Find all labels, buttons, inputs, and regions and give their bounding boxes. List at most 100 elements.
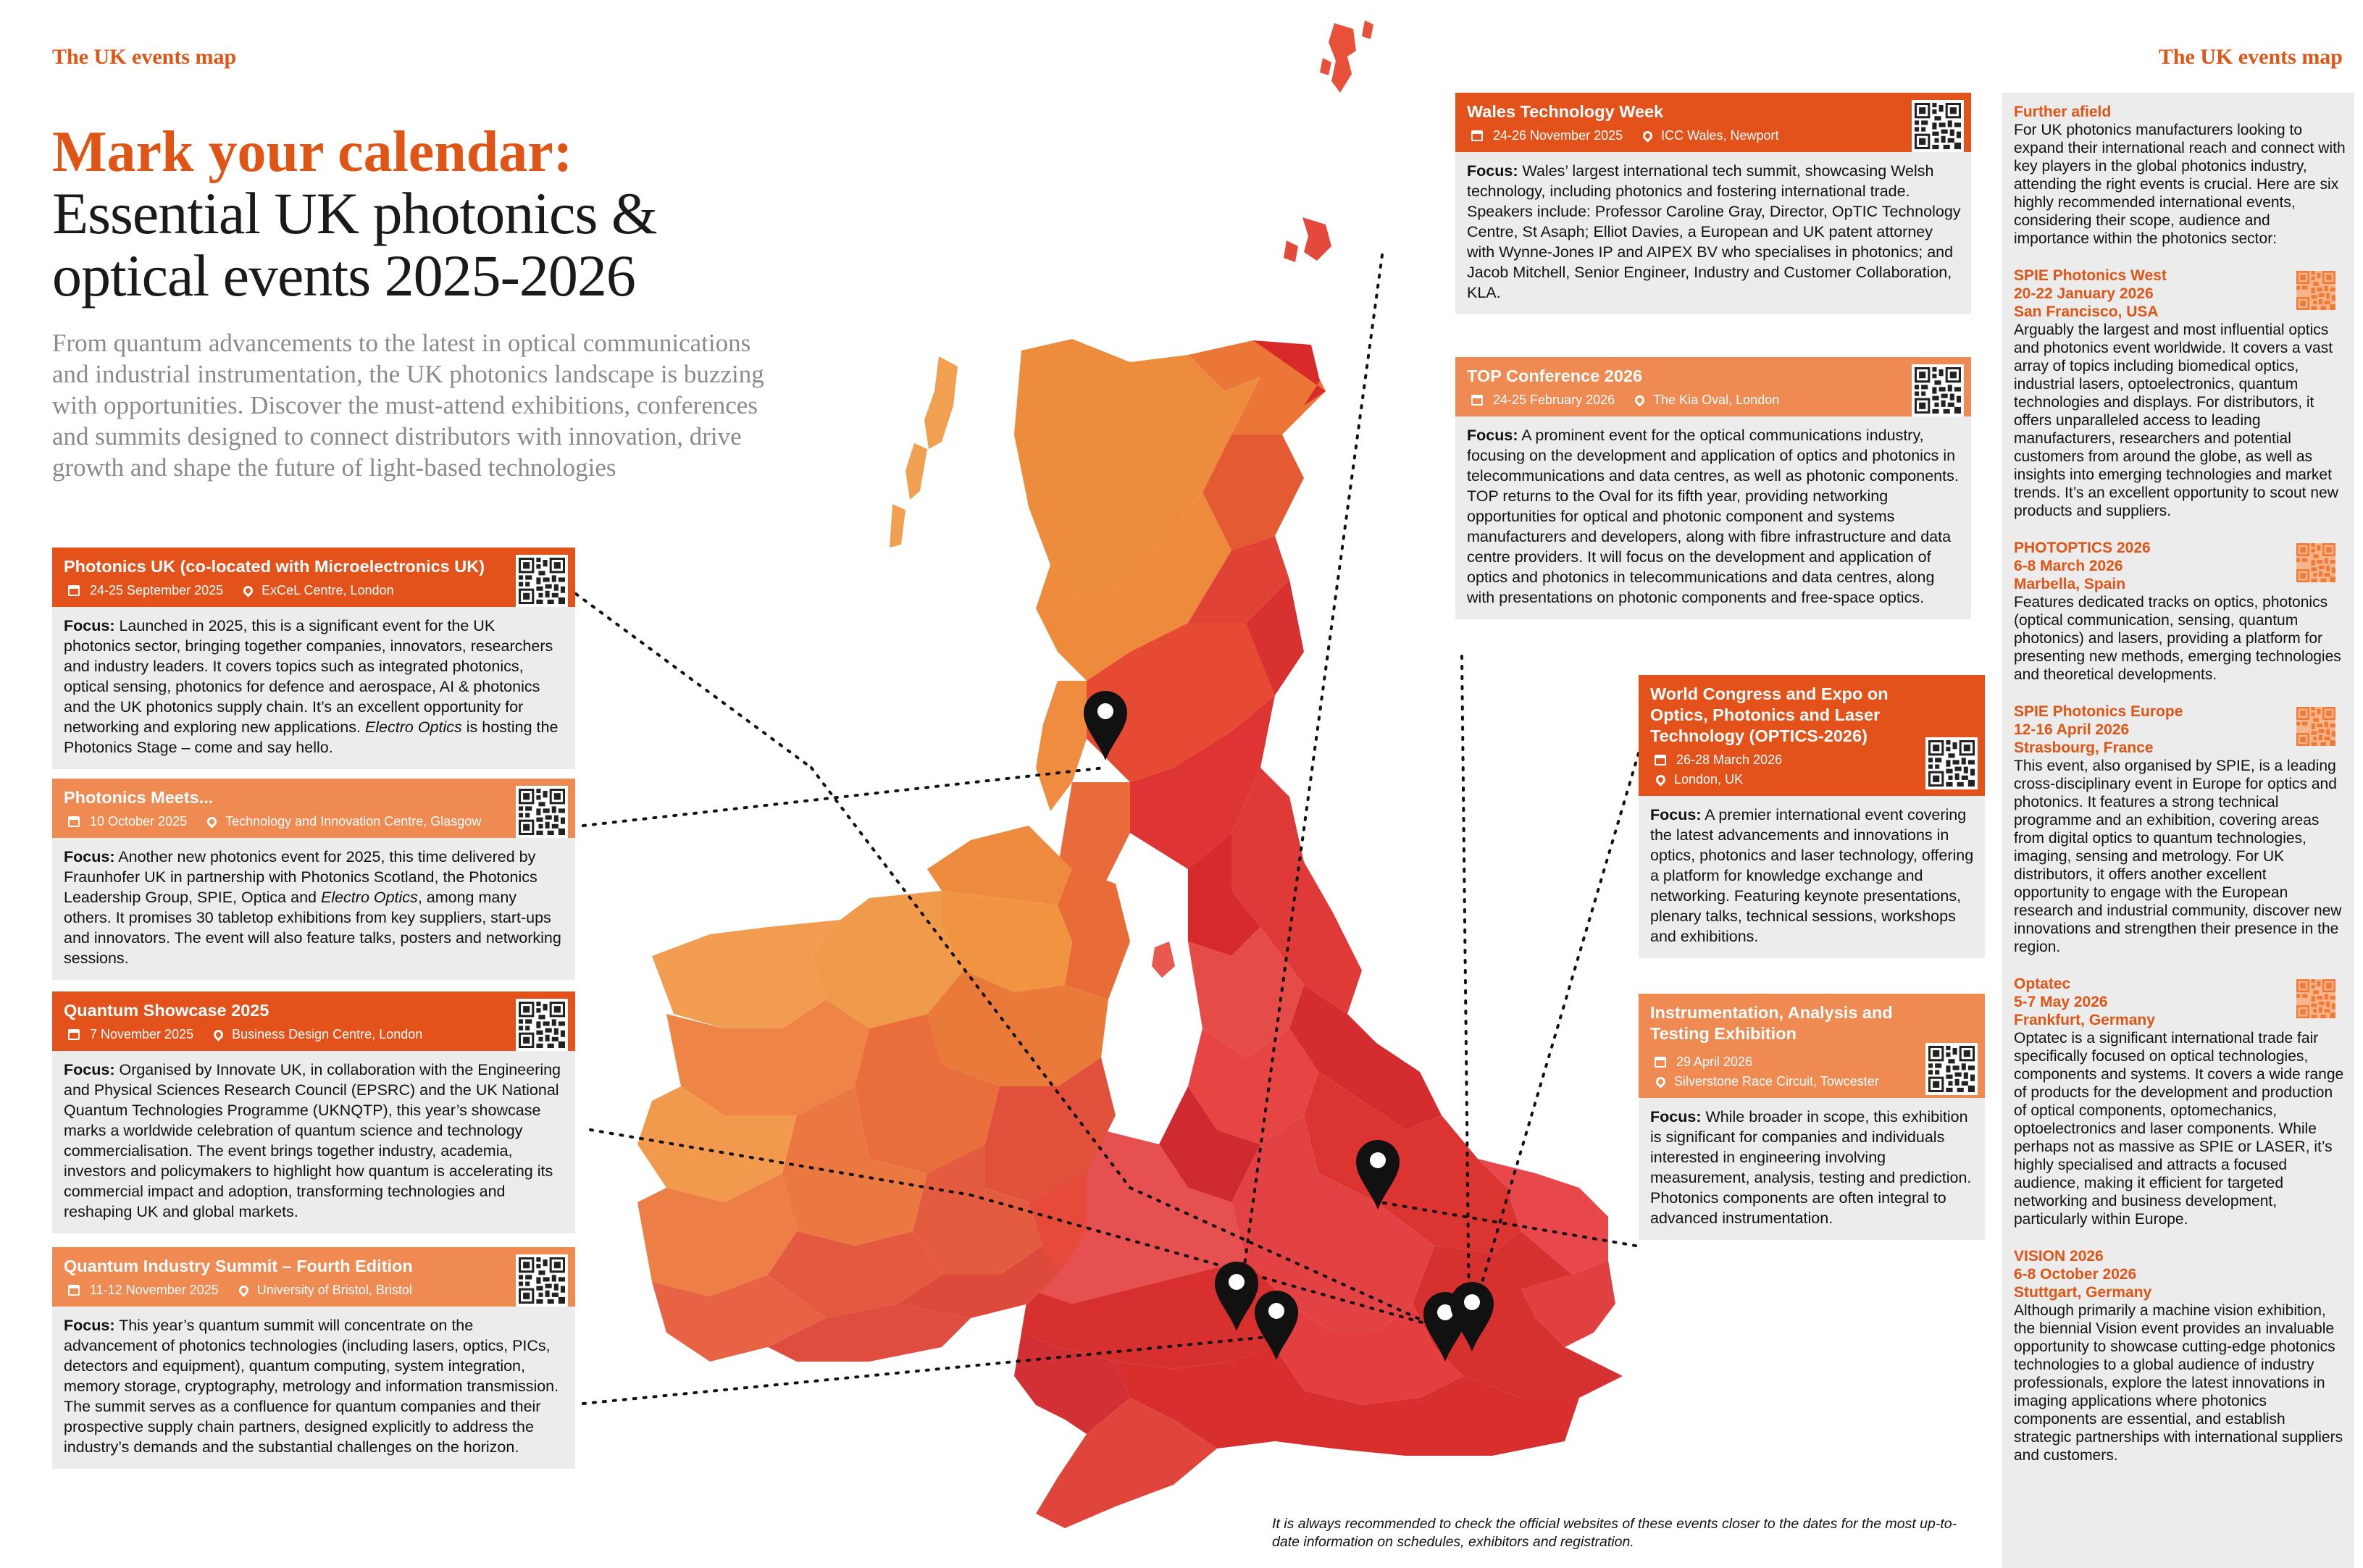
title-line-2: optical events 2025-2026 [52, 243, 636, 309]
qr-code-icon[interactable] [516, 786, 568, 838]
calendar-icon [68, 1029, 80, 1040]
qr-code-icon[interactable] [2296, 543, 2335, 582]
further-afield-intro: For UK photonics manufacturers looking t… [2014, 122, 2346, 247]
page-title: Mark your calendar: Essential UK photoni… [52, 122, 777, 307]
focus-label: Focus: [64, 1317, 115, 1334]
event-date: 7 November 2025 [90, 1027, 194, 1041]
event-card-quantum-summit: Quantum Industry Summit – Fourth Edition… [52, 1247, 575, 1469]
card-meta: 24-25 February 2026 The Kia Oval, London [1467, 393, 1890, 408]
card-title: Wales Technology Week [1467, 102, 1664, 121]
venue-row: London, UK [1650, 772, 1904, 787]
further-afield-heading: Further afield [2014, 104, 2112, 120]
calendar-icon [68, 1285, 80, 1296]
qr-code-icon[interactable] [516, 1254, 568, 1307]
event-card-photonics-uk: Photonics UK (co-located with Microelect… [52, 548, 575, 769]
pin-glasgow [1084, 691, 1127, 760]
intl-event-location: Marbella, Spain [2014, 576, 2126, 592]
pin-newport [1215, 1262, 1258, 1331]
intl-event: PHOTOPTICS 2026 6-8 March 2026 Marbella,… [2014, 539, 2346, 684]
event-venue: The Kia Oval, London [1653, 393, 1780, 407]
card-title: World Congress and Expo on Optics, Photo… [1650, 684, 1889, 745]
focus-label: Focus: [1650, 1108, 1702, 1125]
card-meta: 11-12 November 2025 University of Bristo… [64, 1283, 494, 1298]
card-meta: 26-28 March 2026 London, UK [1650, 752, 1904, 787]
running-title-left: The UK events map [52, 45, 237, 69]
event-card-top-conference: TOP Conference 2026 24-25 February 2026 … [1455, 357, 1971, 619]
calendar-icon [1471, 130, 1483, 141]
intl-event-date: 6-8 March 2026 [2014, 558, 2123, 574]
card-header: Photonics Meets... 10 October 2025 Techn… [52, 779, 575, 838]
intl-event-location: Frankfurt, Germany [2014, 1012, 2155, 1028]
event-card-instrumentation: Instrumentation, Analysis and Testing Ex… [1639, 994, 1985, 1240]
focus-text: Wales’ largest international tech summit… [1467, 162, 1961, 301]
qr-code-icon[interactable] [2296, 979, 2335, 1018]
qr-code-icon[interactable] [1912, 100, 1964, 152]
event-date: 11-12 November 2025 [90, 1283, 219, 1297]
focus-label: Focus: [64, 1061, 115, 1078]
location-pin-icon [205, 815, 219, 829]
qr-code-icon[interactable] [1925, 1043, 1978, 1095]
further-afield-panel: Further afield For UK photonics manufact… [2002, 93, 2354, 1568]
connector-lines [574, 253, 1640, 1405]
pin-bristol [1255, 1291, 1298, 1360]
event-venue: Technology and Innovation Centre, Glasgo… [225, 814, 482, 829]
intl-event-name: Optatec [2014, 976, 2071, 992]
intl-event-text: Features dedicated tracks on optics, pho… [2014, 594, 2341, 683]
calendar-icon [1655, 755, 1666, 766]
intl-event-date: 12-16 April 2026 [2014, 721, 2130, 738]
focus-text-end: is hosting the Photonics Stage – come an… [64, 718, 559, 756]
intl-event-text: Although primarily a machine vision exhi… [2014, 1302, 2343, 1464]
focus-publication: Electro Optics [320, 889, 418, 906]
event-date: 24-25 September 2025 [90, 583, 224, 598]
event-venue: Business Design Centre, London [232, 1027, 423, 1041]
intl-event-date: 6-8 October 2026 [2014, 1266, 2137, 1283]
focus-label: Focus: [1467, 427, 1518, 444]
qr-code-icon[interactable] [516, 555, 568, 607]
intl-event-text: Optatec is a significant international t… [2014, 1030, 2344, 1228]
disclaimer-note: It is always recommended to check the of… [1272, 1516, 1957, 1550]
qr-code-icon[interactable] [516, 999, 568, 1051]
event-card-wales-tech-week: Wales Technology Week 24-26 November 202… [1455, 93, 1971, 314]
intl-event-location: Strasbourg, France [2014, 739, 2154, 756]
ireland [637, 826, 1130, 1362]
title-accent: Mark your calendar: [52, 120, 573, 184]
focus-text: This year’s quantum summit will concentr… [64, 1317, 559, 1456]
card-body: Focus: A premier international event cov… [1639, 796, 1985, 958]
focus-text: A prominent event for the optical commun… [1467, 427, 1959, 606]
intl-event-location: San Francisco, USA [2014, 303, 2159, 320]
calendar-icon [1471, 395, 1483, 406]
qr-code-icon[interactable] [2296, 271, 2335, 310]
location-pin-icon [1633, 393, 1647, 407]
location-pin-icon [241, 584, 255, 598]
card-title: Photonics Meets... [64, 788, 214, 807]
location-pin-icon [237, 1283, 251, 1297]
intro-paragraph: From quantum advancements to the latest … [52, 329, 764, 482]
card-title: TOP Conference 2026 [1467, 366, 1643, 385]
focus-text: Launched in 2025, this is a significant … [64, 617, 553, 736]
qr-code-icon[interactable] [1925, 737, 1978, 789]
focus-text-end: , among many others. It promises 30 tabl… [64, 889, 561, 967]
intl-event: Optatec 5-7 May 2026 Frankfurt, Germany … [2014, 975, 2346, 1228]
event-date: 29 April 2026 [1676, 1055, 1753, 1069]
intl-event-text: Arguably the largest and most influentia… [2014, 322, 2338, 519]
hebrides [890, 356, 958, 548]
focus-label: Focus: [64, 617, 115, 634]
card-body: Focus: A prominent event for the optical… [1455, 416, 1971, 619]
intl-event-text: This event, also organised by SPIE, is a… [2014, 758, 2342, 955]
intl-event-name: VISION 2026 [2014, 1248, 2104, 1265]
event-card-quantum-showcase: Quantum Showcase 2025 7 November 2025 Bu… [52, 991, 575, 1233]
intl-event: VISION 2026 6-8 October 2026 Stuttgart, … [2014, 1247, 2346, 1464]
date-row: 26-28 March 2026 [1650, 752, 1904, 768]
location-pin-icon [212, 1028, 225, 1041]
isle-of-man [1152, 942, 1175, 978]
intl-event-name: PHOTOPTICS 2026 [2014, 540, 2151, 556]
card-body: Focus: This year’s quantum summit will c… [52, 1307, 575, 1469]
focus-label: Focus: [64, 848, 115, 865]
card-header: TOP Conference 2026 24-25 February 2026 … [1455, 357, 1971, 416]
intl-event-name: SPIE Photonics West [2014, 267, 2167, 284]
qr-code-icon[interactable] [2296, 707, 2335, 746]
running-title-right: The UK events map [2158, 45, 2343, 69]
qr-code-icon[interactable] [1912, 364, 1964, 416]
intl-event: SPIE Photonics Europe 12-16 April 2026 S… [2014, 703, 2346, 956]
intl-event: SPIE Photonics West 20-22 January 2026 S… [2014, 267, 2346, 520]
